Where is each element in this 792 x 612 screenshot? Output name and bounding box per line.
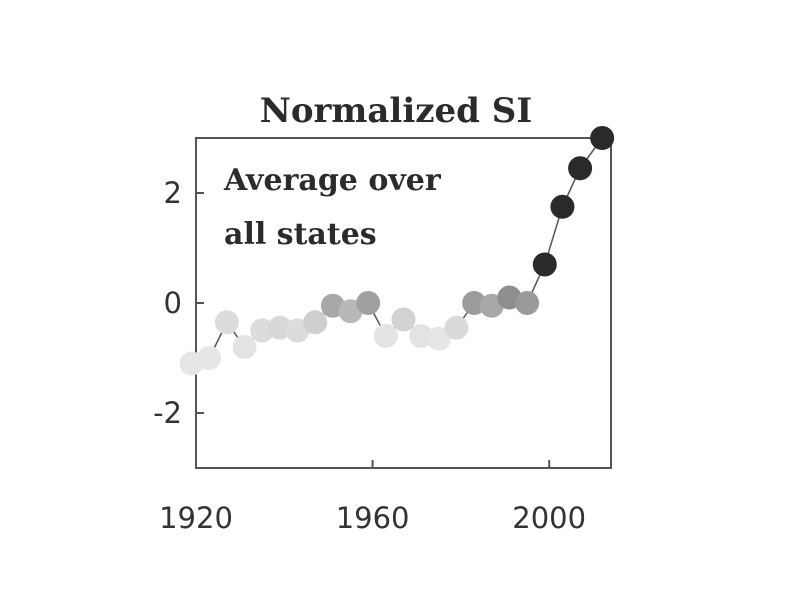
data-point xyxy=(409,324,434,348)
data-point xyxy=(590,126,615,150)
y-tick-label: -2 xyxy=(153,396,182,430)
data-point xyxy=(532,252,557,277)
data-point xyxy=(232,335,257,359)
x-tick-label: 2000 xyxy=(512,501,586,535)
data-point xyxy=(444,315,469,340)
data-point xyxy=(214,310,239,335)
tick-layer: 1920 1960 2000 2 0 -2 xyxy=(153,176,586,535)
data-point xyxy=(550,194,575,219)
points-layer xyxy=(179,126,615,376)
data-point xyxy=(197,346,222,370)
x-tick-label: 1960 xyxy=(336,501,410,535)
data-point xyxy=(267,315,292,340)
data-point xyxy=(568,156,593,181)
data-point xyxy=(356,291,381,315)
x-tick-label: 1920 xyxy=(159,501,233,535)
data-point xyxy=(426,326,451,351)
data-point xyxy=(391,307,416,332)
chart-title: Normalized SI xyxy=(260,91,533,131)
annotation-line-1: Average over xyxy=(223,163,442,198)
annotation-line-2: all states xyxy=(224,217,377,252)
data-point xyxy=(303,310,328,335)
data-point xyxy=(250,318,275,343)
data-point xyxy=(462,291,487,315)
data-point xyxy=(373,324,398,348)
data-point xyxy=(515,291,540,315)
y-tick-label: 0 xyxy=(164,286,182,320)
y-tick-label: 2 xyxy=(164,176,182,210)
